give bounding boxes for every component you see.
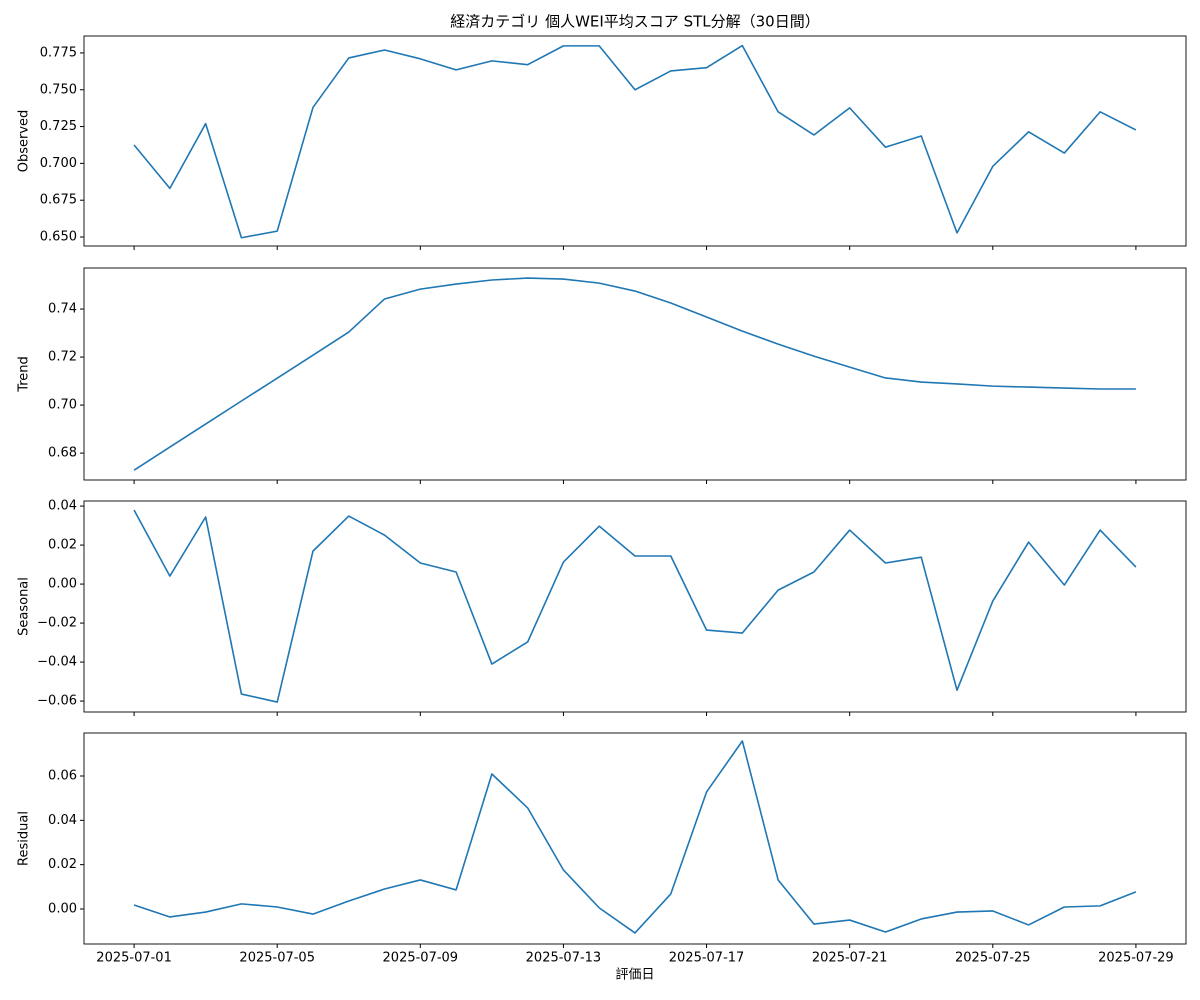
- x-tick-label: 2025-07-21: [812, 951, 888, 966]
- plot-frame: [83, 732, 1187, 945]
- x-tick-label: 2025-07-25: [955, 951, 1031, 966]
- x-tick-label: 2025-07-09: [383, 951, 459, 966]
- plot-frame: [83, 267, 1187, 481]
- series-line: [133, 44, 1137, 239]
- y-tick-label: 0.04: [48, 813, 77, 828]
- x-tick-label: 2025-07-05: [239, 951, 315, 966]
- y-tick-label: 0.700: [40, 156, 77, 171]
- x-axis-label: 評価日: [615, 968, 654, 983]
- y-tick-label: 0.74: [48, 302, 77, 317]
- y-tick-label: 0.675: [40, 193, 77, 208]
- y-tick-label: −0.02: [37, 616, 77, 631]
- y-tick-label: 0.02: [48, 857, 77, 872]
- y-tick-label: 0.650: [40, 230, 77, 245]
- x-tick-label: 2025-07-13: [526, 951, 602, 966]
- y-tick-label: 0.68: [48, 446, 77, 461]
- x-tick-label: 2025-07-29: [1098, 951, 1174, 966]
- plot-frame: [83, 35, 1187, 247]
- y-tick-label: 0.750: [40, 82, 77, 97]
- chart-title: 経済カテゴリ 個人WEI平均スコア STL分解（30日間）: [450, 13, 819, 31]
- y-tick-label: 0.04: [48, 499, 77, 514]
- plot-frame: [83, 500, 1187, 713]
- y-tick-label: 0.70: [48, 398, 77, 413]
- y-tick-label: 0.00: [48, 901, 77, 916]
- x-tick-label: 2025-07-17: [669, 951, 745, 966]
- y-axis-label: Residual: [17, 811, 32, 866]
- y-tick-label: 0.775: [40, 45, 77, 60]
- y-tick-label: 0.00: [48, 577, 77, 592]
- y-axis-label: Seasonal: [17, 577, 32, 636]
- y-axis-label: Trend: [17, 356, 32, 393]
- y-tick-label: 0.06: [48, 768, 77, 783]
- y-axis-label: Observed: [17, 110, 32, 173]
- series-line: [133, 509, 1137, 703]
- y-tick-label: −0.04: [37, 655, 77, 670]
- series-line: [133, 277, 1136, 471]
- y-tick-label: 0.725: [40, 119, 77, 134]
- y-tick-label: 0.72: [48, 350, 77, 365]
- series-line: [133, 740, 1137, 934]
- y-tick-label: −0.06: [37, 694, 77, 709]
- y-tick-label: 0.02: [48, 538, 77, 553]
- x-tick-label: 2025-07-01: [96, 951, 172, 966]
